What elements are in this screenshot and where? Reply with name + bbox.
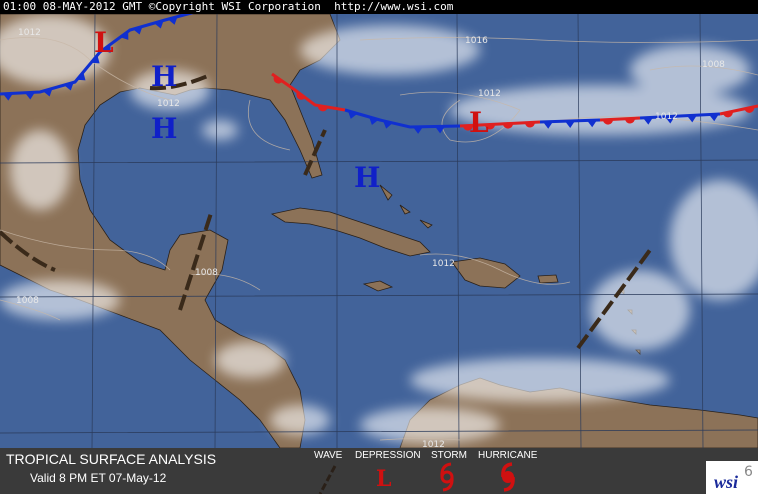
front-line	[271, 72, 346, 112]
cold-front-marker	[24, 92, 35, 100]
high-center: H	[354, 161, 380, 194]
legend-depression-symbol: L	[376, 466, 391, 492]
isobar-labels: 1012 1016 1008 1012 1012 1012 1008 1012 …	[16, 28, 725, 450]
high-center: H	[151, 112, 177, 145]
cold-front-marker	[76, 72, 86, 81]
legend-label: HURRICANE	[478, 450, 538, 461]
warm-front-marker	[602, 119, 613, 125]
legend-label: WAVE	[314, 450, 343, 461]
cold-front-marker	[542, 121, 553, 129]
legend-label: STORM	[431, 450, 467, 461]
legend-wave-symbol	[318, 465, 337, 494]
header-text: 01:00 08-MAY-2012 GMT ©Copyright WSI Cor…	[3, 0, 454, 13]
warm-front-marker	[296, 91, 306, 100]
cold-front-marker	[664, 116, 675, 124]
warm-front-marker	[317, 105, 328, 112]
isobar-label: 1012	[18, 28, 41, 38]
cold-front-marker	[91, 55, 100, 64]
cold-front-marker	[564, 120, 575, 128]
cold-front-marker	[42, 88, 53, 97]
warm-front-marker	[502, 123, 513, 129]
footer-title: TROPICAL SURFACE ANALYSIS	[6, 451, 216, 467]
isobar-label: 1008	[702, 60, 725, 70]
cold-front-marker	[369, 116, 379, 125]
low-center: L	[94, 26, 114, 59]
cold-front-marker	[686, 115, 697, 123]
cold-front-marker	[167, 16, 178, 25]
logo-box	[706, 461, 758, 494]
cold-front-marker	[708, 114, 719, 122]
warm-front-marker	[273, 75, 283, 84]
isobar-label: 1012	[655, 112, 678, 122]
warm-front-marker	[462, 125, 473, 131]
legend-label: DEPRESSION	[355, 450, 421, 461]
legend-hurricane-symbol	[501, 462, 515, 492]
fronts	[0, 10, 758, 134]
warm-front-marker	[624, 118, 635, 124]
cold-front-marker	[102, 44, 111, 53]
cold-front-marker	[64, 82, 74, 91]
isobar-label: 1012	[478, 89, 501, 99]
isobar-label: 1016	[465, 36, 488, 46]
logo: wsi	[714, 472, 738, 492]
footer-valid: Valid 8 PM ET 07-May-12	[30, 471, 167, 485]
warm-front-marker	[484, 124, 495, 130]
isobar-label: 1012	[432, 259, 455, 269]
low-center: L	[469, 106, 489, 139]
cold-front-marker	[154, 20, 164, 29]
pressure-centers: L H H H L	[94, 26, 489, 194]
cold-front-marker	[382, 120, 393, 129]
cold-front-marker	[347, 110, 358, 119]
legend: WAVE DEPRESSION STORM HURRICANE L	[314, 450, 538, 494]
cold-front-marker	[642, 117, 653, 125]
warm-front-marker	[722, 111, 733, 118]
cold-front-marker	[434, 126, 445, 134]
tropical-waves	[0, 73, 652, 350]
isobars	[0, 37, 758, 441]
footer-bar	[0, 448, 758, 494]
isobar-label: 1012	[157, 99, 180, 109]
cold-front-marker	[132, 26, 143, 35]
front-line	[639, 112, 721, 120]
cold-front-marker	[2, 93, 13, 101]
cold-front-marker	[412, 126, 423, 134]
isobar-label: 1012	[422, 440, 445, 450]
warm-front-marker	[744, 106, 755, 113]
isobar-label: 1008	[16, 296, 39, 306]
cold-front-marker	[586, 120, 597, 128]
high-center: H	[151, 60, 177, 93]
legend-storm-symbol	[440, 462, 454, 492]
graticule	[0, 13, 758, 449]
cold-front-marker	[120, 31, 129, 40]
header-bar	[0, 0, 758, 14]
warm-front-marker	[524, 122, 535, 128]
front-line	[0, 10, 196, 96]
logo-mark: 6	[744, 464, 753, 480]
isobar-label: 1008	[195, 268, 218, 278]
